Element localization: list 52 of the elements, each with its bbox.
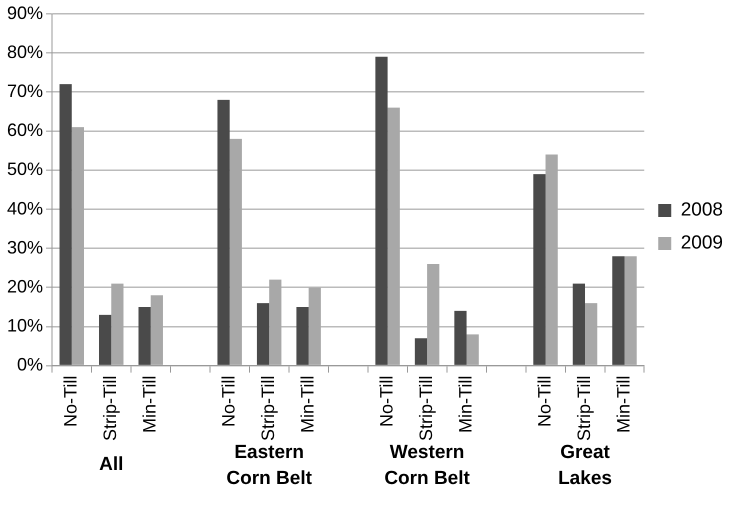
- bar: [230, 138, 242, 365]
- y-tick-label: 70%: [6, 80, 44, 101]
- y-tick-label: 10%: [6, 316, 44, 336]
- legend-label: 2009: [680, 232, 724, 254]
- bar: [269, 280, 282, 365]
- y-tick-label: 0%: [17, 354, 44, 375]
- bar: [60, 84, 72, 365]
- y-tick-label: 80%: [6, 42, 44, 62]
- bar: [150, 295, 163, 365]
- x-tick-label: Strip-Till: [416, 376, 436, 442]
- bar: [111, 284, 124, 365]
- bar: [546, 154, 558, 365]
- text: Eastern Corn Belt: [226, 442, 313, 489]
- bar: [256, 303, 270, 365]
- bar: [375, 56, 388, 365]
- x-tick-label: Min-Till: [456, 376, 476, 433]
- legend-label: 2008: [680, 200, 724, 221]
- bar: [585, 303, 598, 365]
- y-tick-label: 30%: [6, 237, 44, 258]
- bar: [388, 108, 400, 365]
- x-tick-label: Strip-Till: [100, 376, 120, 442]
- text: Western Corn Belt: [384, 442, 471, 489]
- y-tick-label: 60%: [6, 120, 44, 140]
- x-tick-label: No-Till: [376, 376, 397, 427]
- y-tick-label: 50%: [6, 159, 44, 180]
- y-tick-label: 20%: [6, 276, 44, 296]
- x-tick-label: No-Till: [534, 376, 554, 427]
- bar: [533, 174, 546, 365]
- bar: [99, 314, 112, 365]
- bar: [454, 310, 467, 365]
- bar: [624, 256, 637, 365]
- x-tick-label: Strip-Till: [258, 376, 278, 442]
- bar: [296, 307, 309, 365]
- bar: [414, 338, 428, 365]
- x-tick-label: No-Till: [60, 376, 81, 427]
- bar: [308, 287, 321, 365]
- y-tick-label: 90%: [6, 2, 44, 23]
- bar: [466, 334, 479, 365]
- text: All: [99, 454, 124, 475]
- x-tick-label: Min-Till: [298, 376, 318, 433]
- bar: [612, 256, 624, 365]
- bar: [217, 100, 230, 365]
- text: Great Lakes: [558, 442, 612, 489]
- bar: [138, 307, 151, 365]
- bar: [72, 127, 84, 365]
- y-tick-label: 40%: [6, 198, 44, 218]
- x-tick-label: Min-Till: [140, 376, 160, 433]
- x-tick-label: Min-Till: [613, 376, 634, 433]
- x-tick-label: Strip-Till: [574, 376, 594, 442]
- bar: [572, 284, 586, 365]
- x-tick-label: No-Till: [218, 376, 239, 427]
- bar: [427, 264, 440, 365]
